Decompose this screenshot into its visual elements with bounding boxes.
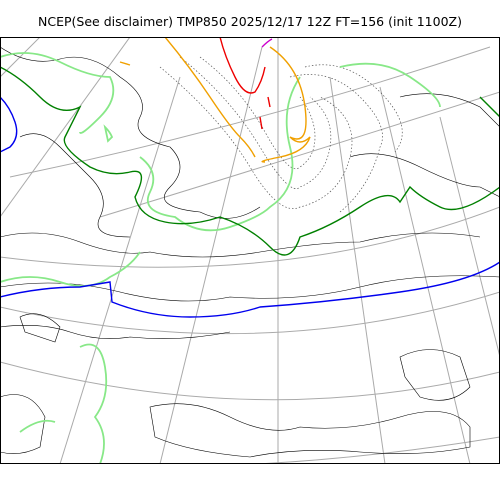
contour-line <box>261 38 273 48</box>
contour-line <box>119 61 131 66</box>
contour-line <box>79 343 108 464</box>
contour-line <box>267 96 271 108</box>
contour-line <box>0 251 141 287</box>
contour-line <box>259 116 263 130</box>
coastline <box>0 232 481 258</box>
latitude-line <box>99 91 500 218</box>
isotherm <box>159 66 353 209</box>
coastline <box>399 93 500 128</box>
weather-map <box>0 37 500 464</box>
coastline <box>0 46 261 219</box>
meridian-line <box>0 37 131 218</box>
graticule <box>0 37 500 464</box>
isotherm <box>179 56 332 189</box>
isotherm <box>199 56 316 169</box>
contour-line <box>0 52 115 134</box>
isotherm <box>304 64 403 153</box>
map-title: NCEP(See disclaimer) TMP850 2025/12/17 1… <box>38 14 462 29</box>
contour-line <box>139 76 301 232</box>
meridian-line <box>159 46 263 464</box>
coastline <box>19 313 61 343</box>
contour-line <box>164 37 256 158</box>
latitude-line <box>9 46 491 178</box>
contour-line <box>261 46 311 163</box>
contour-line <box>479 96 500 118</box>
meridian-line <box>439 116 500 358</box>
contour-red <box>219 37 271 130</box>
contour-orange <box>119 37 311 163</box>
coastline <box>149 403 471 458</box>
contour-line <box>219 37 266 94</box>
contour-line <box>19 419 56 433</box>
contour-line <box>339 62 441 108</box>
meridian-line <box>329 76 386 464</box>
contour-dark-green <box>0 66 500 256</box>
contour-line <box>103 124 114 143</box>
coastline <box>0 275 500 302</box>
latitude-line <box>0 206 500 268</box>
contour-line <box>0 261 500 318</box>
coastline <box>0 325 231 339</box>
contour-line <box>0 66 500 256</box>
dotted-isotherms <box>159 56 403 213</box>
coastlines <box>0 46 500 458</box>
coastline <box>399 349 471 401</box>
meridian-line <box>379 86 471 464</box>
contour-magenta <box>261 38 273 48</box>
contour-light-green <box>0 52 441 464</box>
coastline <box>349 153 500 198</box>
coastline <box>0 394 46 454</box>
contour-blue <box>0 96 500 318</box>
latitude-line <box>0 361 500 401</box>
coastline <box>19 133 131 238</box>
contour-line <box>0 96 18 153</box>
